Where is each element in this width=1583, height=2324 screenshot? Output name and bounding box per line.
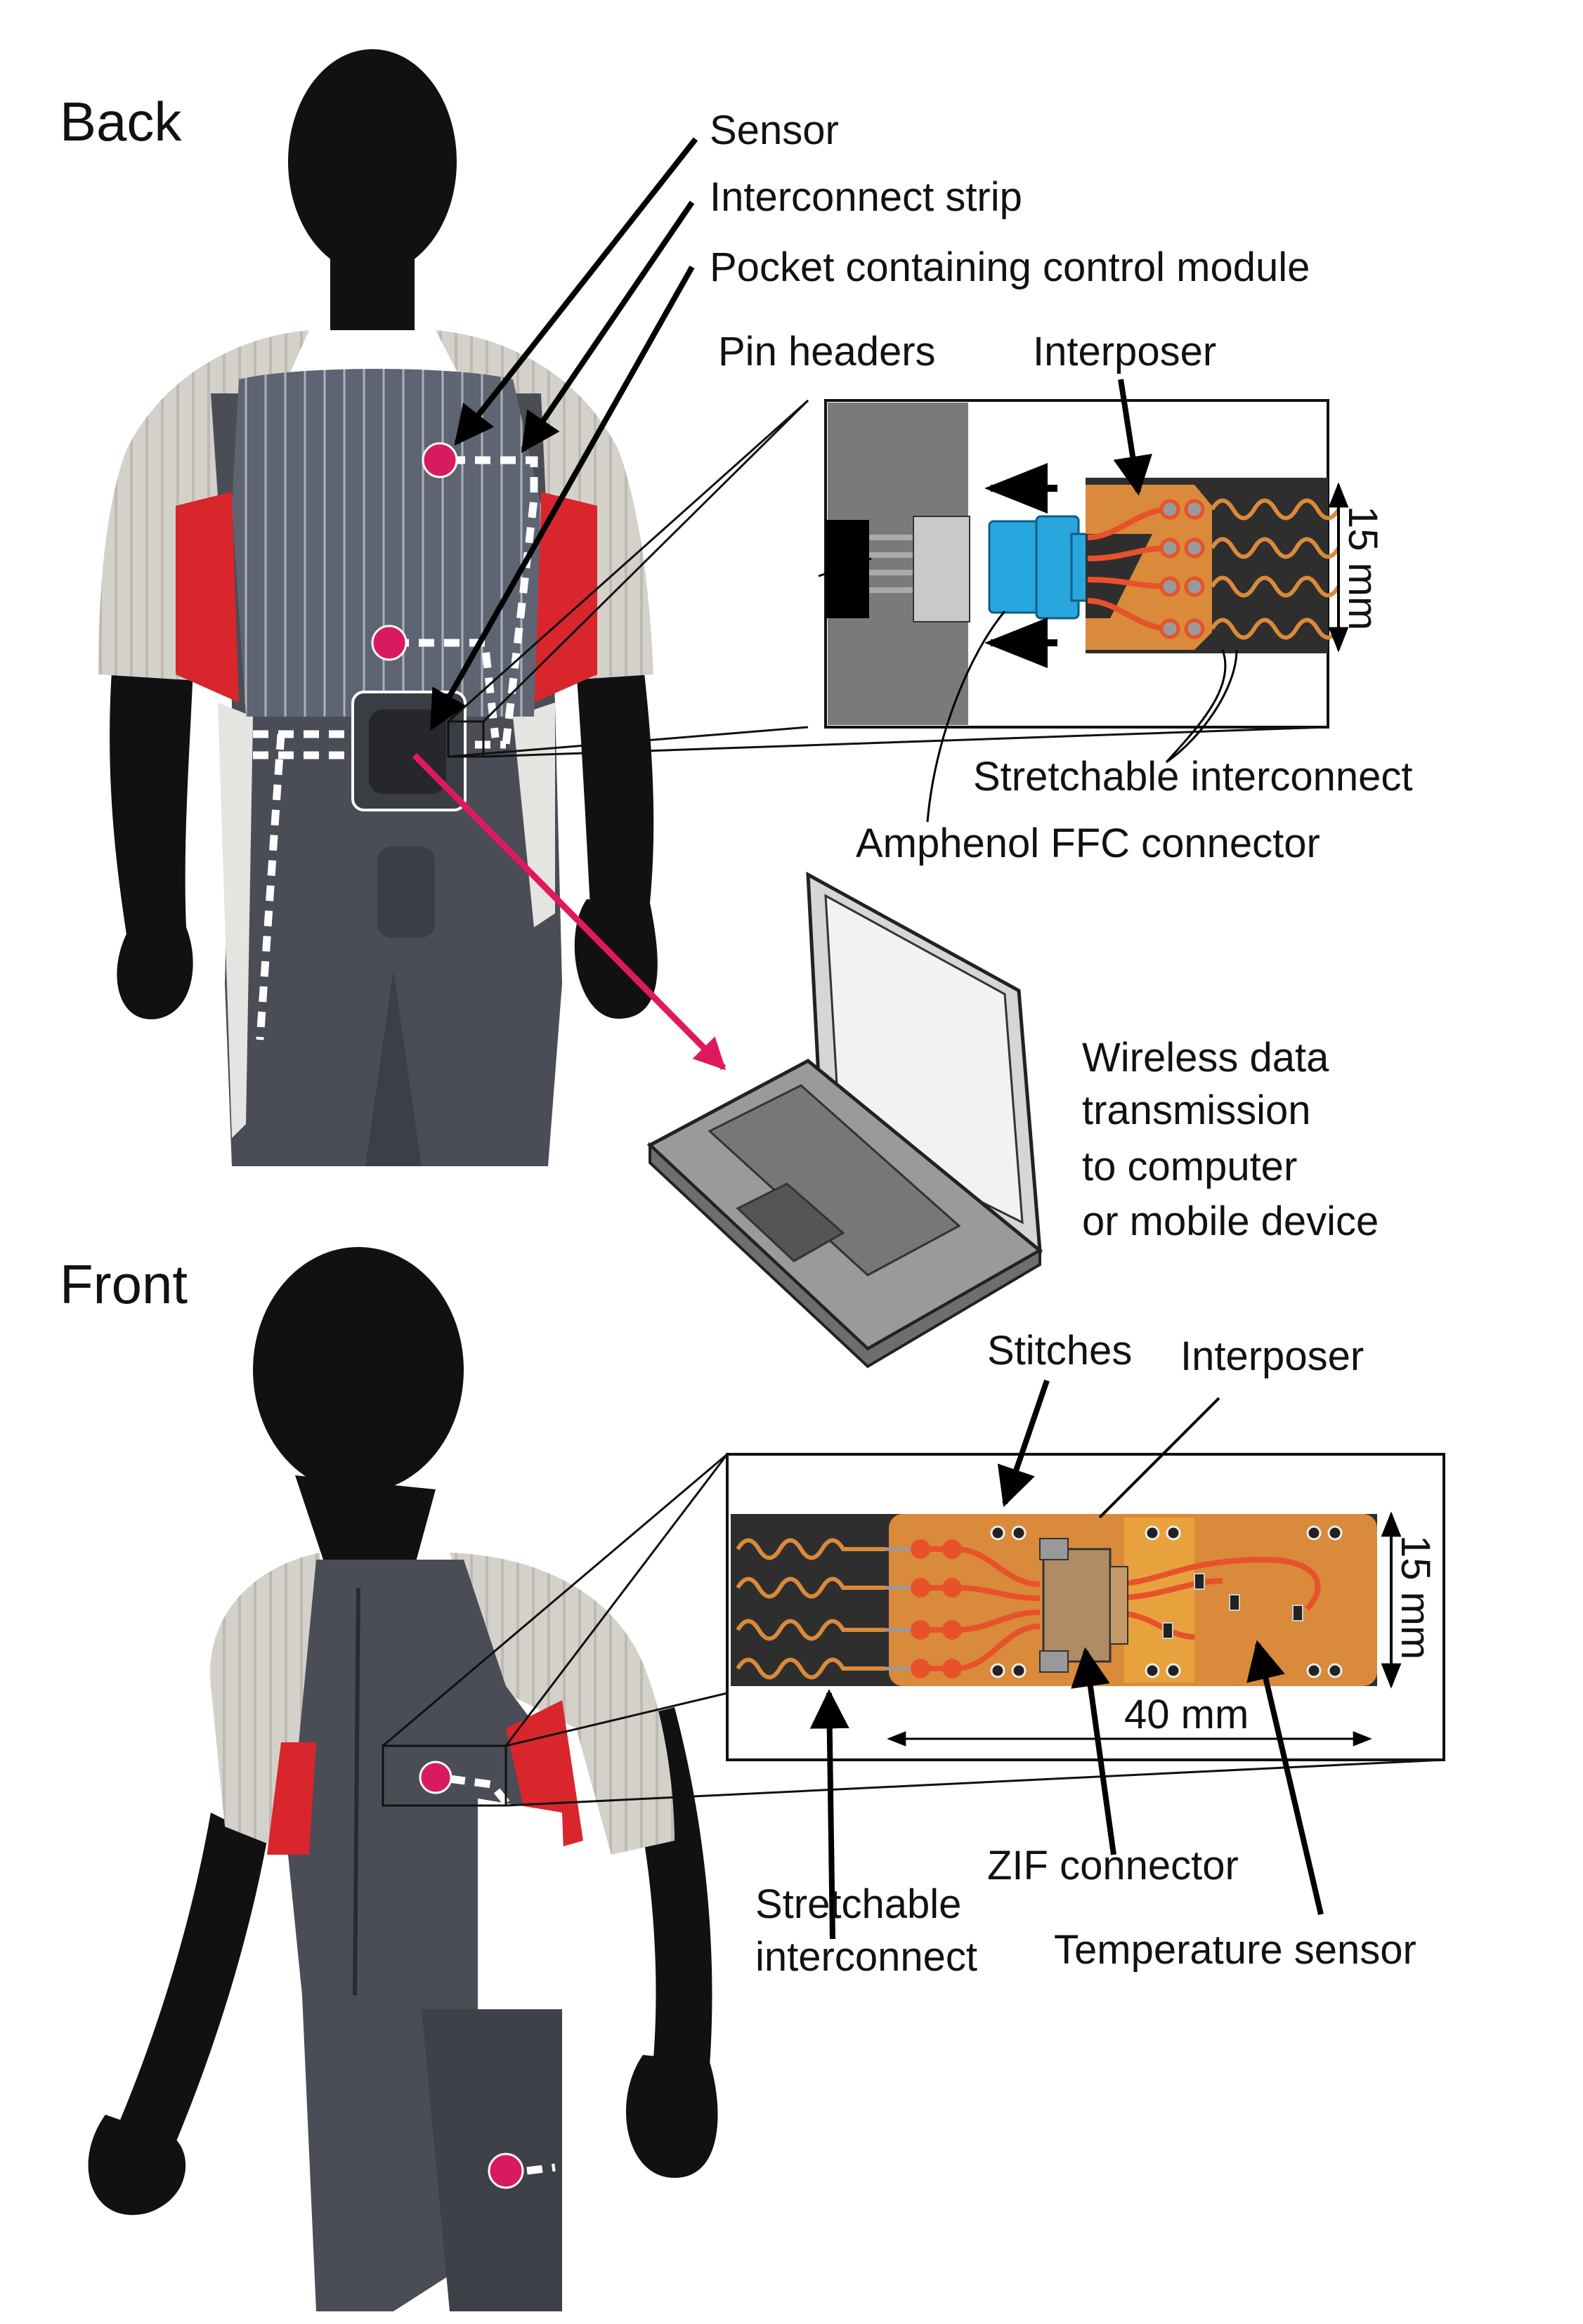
wireless-line-4: or mobile device <box>1082 1199 1379 1244</box>
label-interposer-front: Interposer <box>1180 1333 1364 1379</box>
label-stretchable-back: Stretchable interconnect <box>973 754 1412 799</box>
label-stretchable-front-2: interconnect <box>755 1934 977 1980</box>
pin-header-block <box>826 520 869 618</box>
temperature-sensor-chips <box>1162 1573 1303 1639</box>
dimension-label-front-length: 40 mm <box>1124 1692 1249 1737</box>
back-connector-inset <box>824 399 1349 729</box>
front-title: Front <box>60 1253 188 1315</box>
back-zoom-lines <box>447 399 1329 758</box>
wireless-line-1: Wireless data <box>1082 1035 1329 1081</box>
zif-connector <box>1039 1538 1128 1673</box>
front-connector-inset <box>726 1453 1445 1761</box>
label-ffc-connector: Amphenol FFC connector <box>856 821 1320 866</box>
back-inset-leaders <box>818 379 1238 823</box>
back-mannequin <box>98 49 658 1166</box>
back-label-leaders <box>429 137 698 731</box>
wireless-arrow <box>412 752 727 1071</box>
wireless-line-2: transmission <box>1082 1088 1311 1133</box>
ffc-connector <box>988 515 1088 620</box>
sensor-dot-thigh <box>488 2153 524 2189</box>
label-stretchable-front-1: Stretchable <box>755 1881 961 1927</box>
dimension-label-back: 15 mm <box>1340 506 1386 630</box>
front-label-leaders <box>809 1379 1324 1940</box>
dimension-label-front-height: 15 mm <box>1393 1535 1438 1659</box>
back-title: Back <box>60 91 182 152</box>
label-sensor: Sensor <box>710 107 839 153</box>
laptop-icon <box>646 871 1043 1369</box>
sensor-dot-chest <box>419 1761 452 1794</box>
front-mannequin <box>88 1247 718 2311</box>
label-stitches: Stitches <box>987 1328 1132 1373</box>
label-interposer-back: Interposer <box>1033 329 1216 374</box>
label-pocket: Pocket containing control module <box>710 244 1310 290</box>
sensor-dot-mid-back <box>371 625 408 661</box>
label-zif-connector: ZIF connector <box>987 1843 1239 1888</box>
sensor-dot-upper-back <box>422 442 458 478</box>
label-temperature-sensor: Temperature sensor <box>1054 1927 1416 1973</box>
wireless-line-3: to computer <box>1082 1144 1297 1189</box>
label-interconnect-strip: Interconnect strip <box>710 174 1022 220</box>
label-pin-headers: Pin headers <box>718 329 936 374</box>
